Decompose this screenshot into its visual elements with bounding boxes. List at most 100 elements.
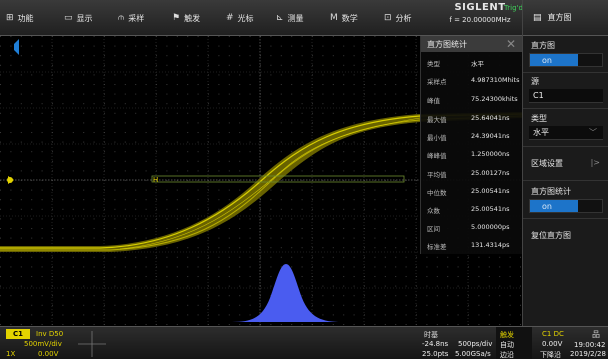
divider (523, 72, 608, 73)
menu-math[interactable]: M 数学 (330, 0, 358, 36)
histogram-region-box[interactable] (151, 175, 405, 183)
trigger-label: 触发 (500, 331, 514, 339)
menu-measure[interactable]: ⊾ 测量 (276, 0, 304, 36)
menu-label: 功能 (17, 13, 34, 23)
menu-acquire[interactable]: ⫙ 采样 (118, 0, 144, 36)
panel-title: 直方图 (547, 13, 572, 22)
stats-label: 直方图统计 (531, 187, 571, 196)
histogram-toggle[interactable]: on (529, 53, 603, 67)
panel-header[interactable]: ▤ 直方图 (523, 0, 608, 36)
divider (523, 108, 608, 109)
stat-value: 75.24300khits (471, 95, 518, 103)
stat-row: 中位数 25.00541ns (421, 187, 523, 201)
analysis-icon: ⊡ (384, 13, 392, 23)
trigger-block[interactable] (496, 327, 532, 359)
stat-value: 25.64041ns (471, 114, 510, 122)
right-softkey-panel: ▤ 直方图 直方图 on 源 C1 类型 水平 ﹀ 区域设置 |> 直方图统计 … (522, 0, 608, 326)
stat-value: 水平 (471, 60, 484, 68)
acquire-icon: ⫙ (118, 13, 125, 23)
menu-label: 显示 (76, 13, 93, 23)
add-channel-icon[interactable] (78, 331, 106, 357)
brand-block: SIGLENT Trig'd f = 20.00000MHz (438, 2, 522, 34)
stat-row: 类型 水平 (421, 58, 523, 72)
menu-label: 触发 (184, 13, 201, 23)
menu-analysis[interactable]: ⊡ 分析 (384, 0, 412, 36)
menu-label: 数学 (341, 13, 358, 23)
trigger-source: C1 DC (542, 330, 564, 338)
type-select[interactable]: 水平 ﹀ (529, 126, 603, 140)
timebase-scale[interactable]: 500ps/div (458, 340, 493, 348)
stat-value: 25.00541ns (471, 187, 510, 195)
stat-key: 峰值 (427, 97, 440, 105)
trigger-slope: 下降沿 (540, 351, 561, 359)
stat-value: 4.987310Mhits (471, 76, 520, 84)
histogram-menu-icon: ▤ (533, 12, 542, 23)
channel-scale[interactable]: 500mV/div (24, 340, 62, 348)
type-label: 类型 (531, 114, 547, 123)
display-icon: ▭ (64, 13, 73, 23)
brand-logo: SIGLENT (454, 2, 506, 13)
stat-row: 标准差 131.4314ps (421, 241, 523, 255)
clock-time: 19:00:42 (574, 341, 606, 349)
divider (523, 146, 608, 147)
stat-key: 峰峰值 (427, 152, 447, 160)
trigger-mode: 自动 (500, 341, 514, 349)
stat-value: 25.00127ns (471, 169, 510, 177)
histogram-stats-panel: 直方图统计 ✕ 类型 水平 采样点 4.987310Mhits 峰值 75.24300… (420, 36, 522, 254)
stat-value: 131.4314ps (471, 241, 510, 249)
trigger-type: 边沿 (500, 351, 514, 359)
stat-row: 最大值 25.64041ns (421, 114, 523, 128)
function-icon: ⊞ (6, 13, 14, 23)
menu-function[interactable]: ⊞ 功能 (6, 0, 34, 36)
chevron-down-icon: ﹀ (589, 128, 597, 137)
toggle-on-state: on (530, 54, 578, 66)
clock-date: 2019/2/28 (570, 350, 606, 358)
memory-depth: 25.0pts (422, 350, 449, 358)
stat-key: 平均值 (427, 171, 447, 179)
cursor-icon: # (226, 13, 234, 23)
channel-1-marker[interactable] (7, 177, 13, 183)
bottom-status-bar: C1 Inv D50 500mV/div 1X 0.00V 时基 -24.8ns… (0, 326, 608, 359)
math-icon: M (330, 13, 338, 23)
stat-row: 采样点 4.987310Mhits (421, 76, 523, 90)
stat-row: 区间 5.000000ps (421, 223, 523, 237)
stat-value: 1.250000ns (471, 150, 510, 158)
close-icon[interactable]: ✕ (505, 37, 516, 51)
trigger-position-marker[interactable] (14, 39, 19, 55)
stats-title-bar: 直方图统计 ✕ (421, 36, 522, 52)
channel-offset[interactable]: 0.00V (38, 350, 59, 358)
menu-trigger[interactable]: ⚑ 触发 (172, 0, 200, 36)
region-settings-button[interactable]: 区域设置 (531, 159, 563, 168)
stat-key: 类型 (427, 60, 440, 68)
menu-label: 采样 (128, 13, 145, 23)
trigger-status: Trig'd (504, 4, 523, 12)
stats-title: 直方图统计 (427, 39, 467, 49)
histogram-label: 直方图 (531, 41, 555, 50)
stats-toggle[interactable]: on (529, 199, 603, 213)
menu-cursor[interactable]: # 光标 (226, 0, 254, 36)
channel-badge[interactable]: C1 (6, 329, 30, 339)
divider (523, 218, 608, 219)
stat-value: 25.00541ns (471, 205, 510, 213)
reset-histogram-button[interactable]: 复位直方图 (531, 231, 571, 240)
stat-value: 5.000000ps (471, 223, 510, 231)
network-icon: 品 (592, 330, 600, 339)
type-value: 水平 (533, 128, 549, 137)
source-select[interactable]: C1 (529, 89, 603, 103)
stat-value: 24.39041ns (471, 132, 510, 140)
histogram-distribution (232, 264, 342, 322)
stat-row: 最小值 24.39041ns (421, 132, 523, 146)
menu-display[interactable]: ▭ 显示 (64, 0, 93, 36)
timebase-delay[interactable]: -24.8ns (422, 340, 449, 348)
top-menu-bar: ⊞ 功能 ▭ 显示 ⫙ 采样 ⚑ 触发 # 光标 ⊾ 测量 M 数学 ⊡ 分析 … (0, 0, 523, 36)
stat-key: 区间 (427, 225, 440, 233)
measure-icon: ⊾ (276, 13, 284, 23)
stat-row: 平均值 25.00127ns (421, 169, 523, 183)
divider (523, 180, 608, 181)
channel-flags: Inv D50 (36, 330, 64, 338)
stat-key: 最大值 (427, 116, 447, 124)
stat-key: 最小值 (427, 134, 447, 142)
stat-row: 峰值 75.24300khits (421, 95, 523, 109)
toggle-on-state: on (530, 200, 578, 212)
stat-key: 中位数 (427, 189, 447, 197)
